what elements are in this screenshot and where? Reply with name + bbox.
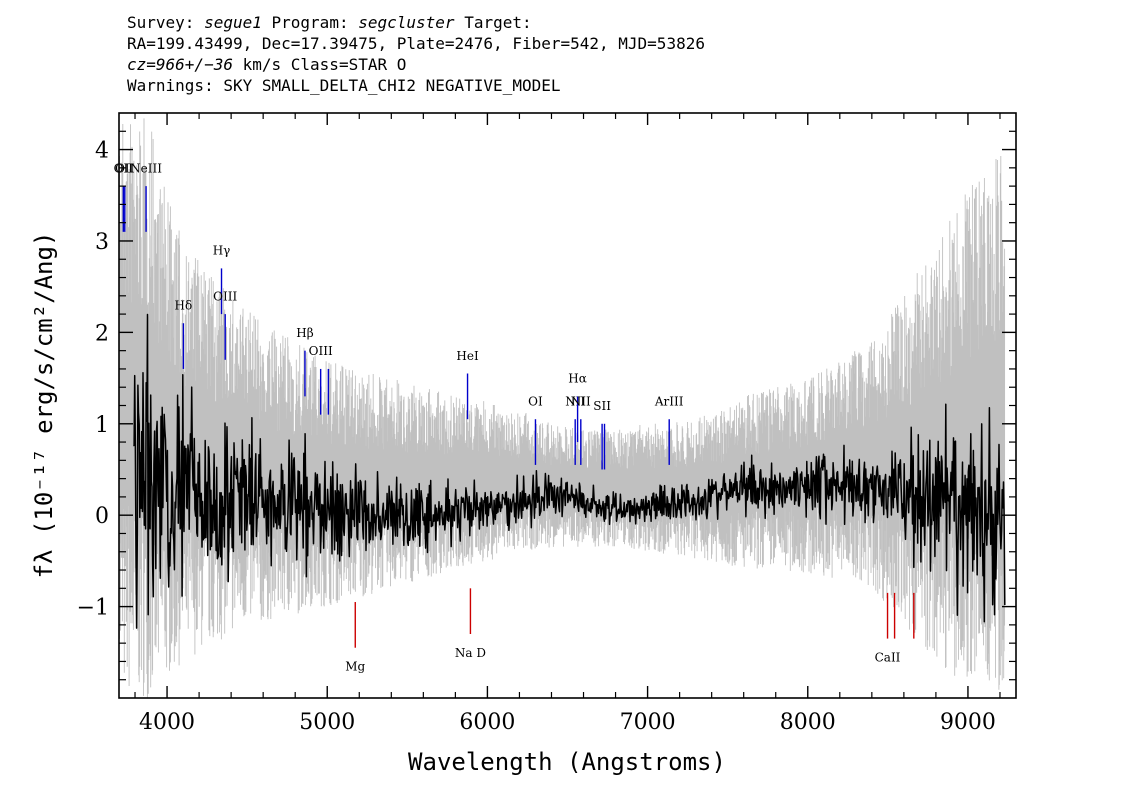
axis-tick-labels: 4000 5000 6000 7000 8000 9000 −1 0 1 2 3 4	[77, 139, 996, 735]
header-line-warnings: Warnings: SKY SMALL_DELTA_CHI2 NEGATIVE_…	[127, 76, 561, 95]
flux-spectrum-line	[133, 313, 1006, 629]
y-tick-label: 4	[95, 139, 109, 164]
x-tick-label: 8000	[780, 710, 836, 735]
x-tick-label: 9000	[940, 710, 996, 735]
flux-error-layer	[119, 118, 1006, 698]
emission-line-label: OIII	[213, 289, 237, 303]
survey-key: Survey:	[127, 13, 195, 32]
survey-value: segue1	[204, 13, 262, 32]
emission-line-label: Hα	[568, 372, 587, 386]
flux-error-band	[119, 118, 1006, 698]
header-line-coordinates: RA=199.43499, Dec=17.39475, Plate=2476, …	[127, 34, 705, 53]
emission-line-label: Hδ	[175, 299, 193, 313]
emission-line-label: NeIII	[130, 161, 162, 175]
header-line-survey: Survey: segue1 Program: segcluster Targe…	[127, 12, 705, 33]
spectrum-header: Survey: segue1 Program: segcluster Targe…	[127, 12, 705, 96]
y-axis-title: fλ (10⁻¹⁷ erg/s/cm²/Ang)	[30, 232, 58, 579]
emission-line-label: OI	[528, 395, 543, 409]
target-key: Target:	[464, 13, 532, 32]
emission-line-label: OIII	[309, 344, 333, 358]
emission-line-label: NII	[565, 395, 585, 409]
x-tick-label: 6000	[459, 710, 515, 735]
x-tick-label: 4000	[139, 710, 195, 735]
absorption-line-label: Mg	[345, 660, 365, 674]
redshift-value: cz=966+/−36	[127, 55, 233, 74]
y-tick-label: −1	[77, 596, 109, 621]
y-tick-label: 1	[95, 413, 109, 438]
emission-line-label: Hγ	[213, 244, 231, 258]
axis-ticks	[119, 113, 1016, 698]
flux-layer	[133, 313, 1006, 629]
y-tick-label: 3	[95, 230, 109, 255]
absorption-line-label: CaII	[875, 650, 901, 664]
emission-line-label: NII	[571, 395, 591, 409]
emission-line-label: SII	[593, 399, 611, 413]
x-tick-label: 5000	[299, 710, 355, 735]
absorption-line-label: Na D	[455, 646, 486, 660]
y-tick-label: 0	[95, 504, 109, 529]
x-axis-title: Wavelength (Angstroms)	[408, 748, 726, 776]
emission-line-label: ArIII	[654, 395, 684, 409]
header-line-redshift: cz=966+/−36 km/s Class=STAR O	[127, 54, 705, 75]
y-tick-label: 2	[95, 321, 109, 346]
program-value: segcluster	[358, 13, 455, 32]
emission-line-label: Hβ	[296, 326, 313, 340]
emission-line-label: HeI	[456, 349, 479, 363]
redshift-rest: km/s Class=STAR O	[242, 55, 407, 74]
x-tick-label: 7000	[620, 710, 676, 735]
program-key: Program:	[271, 13, 349, 32]
